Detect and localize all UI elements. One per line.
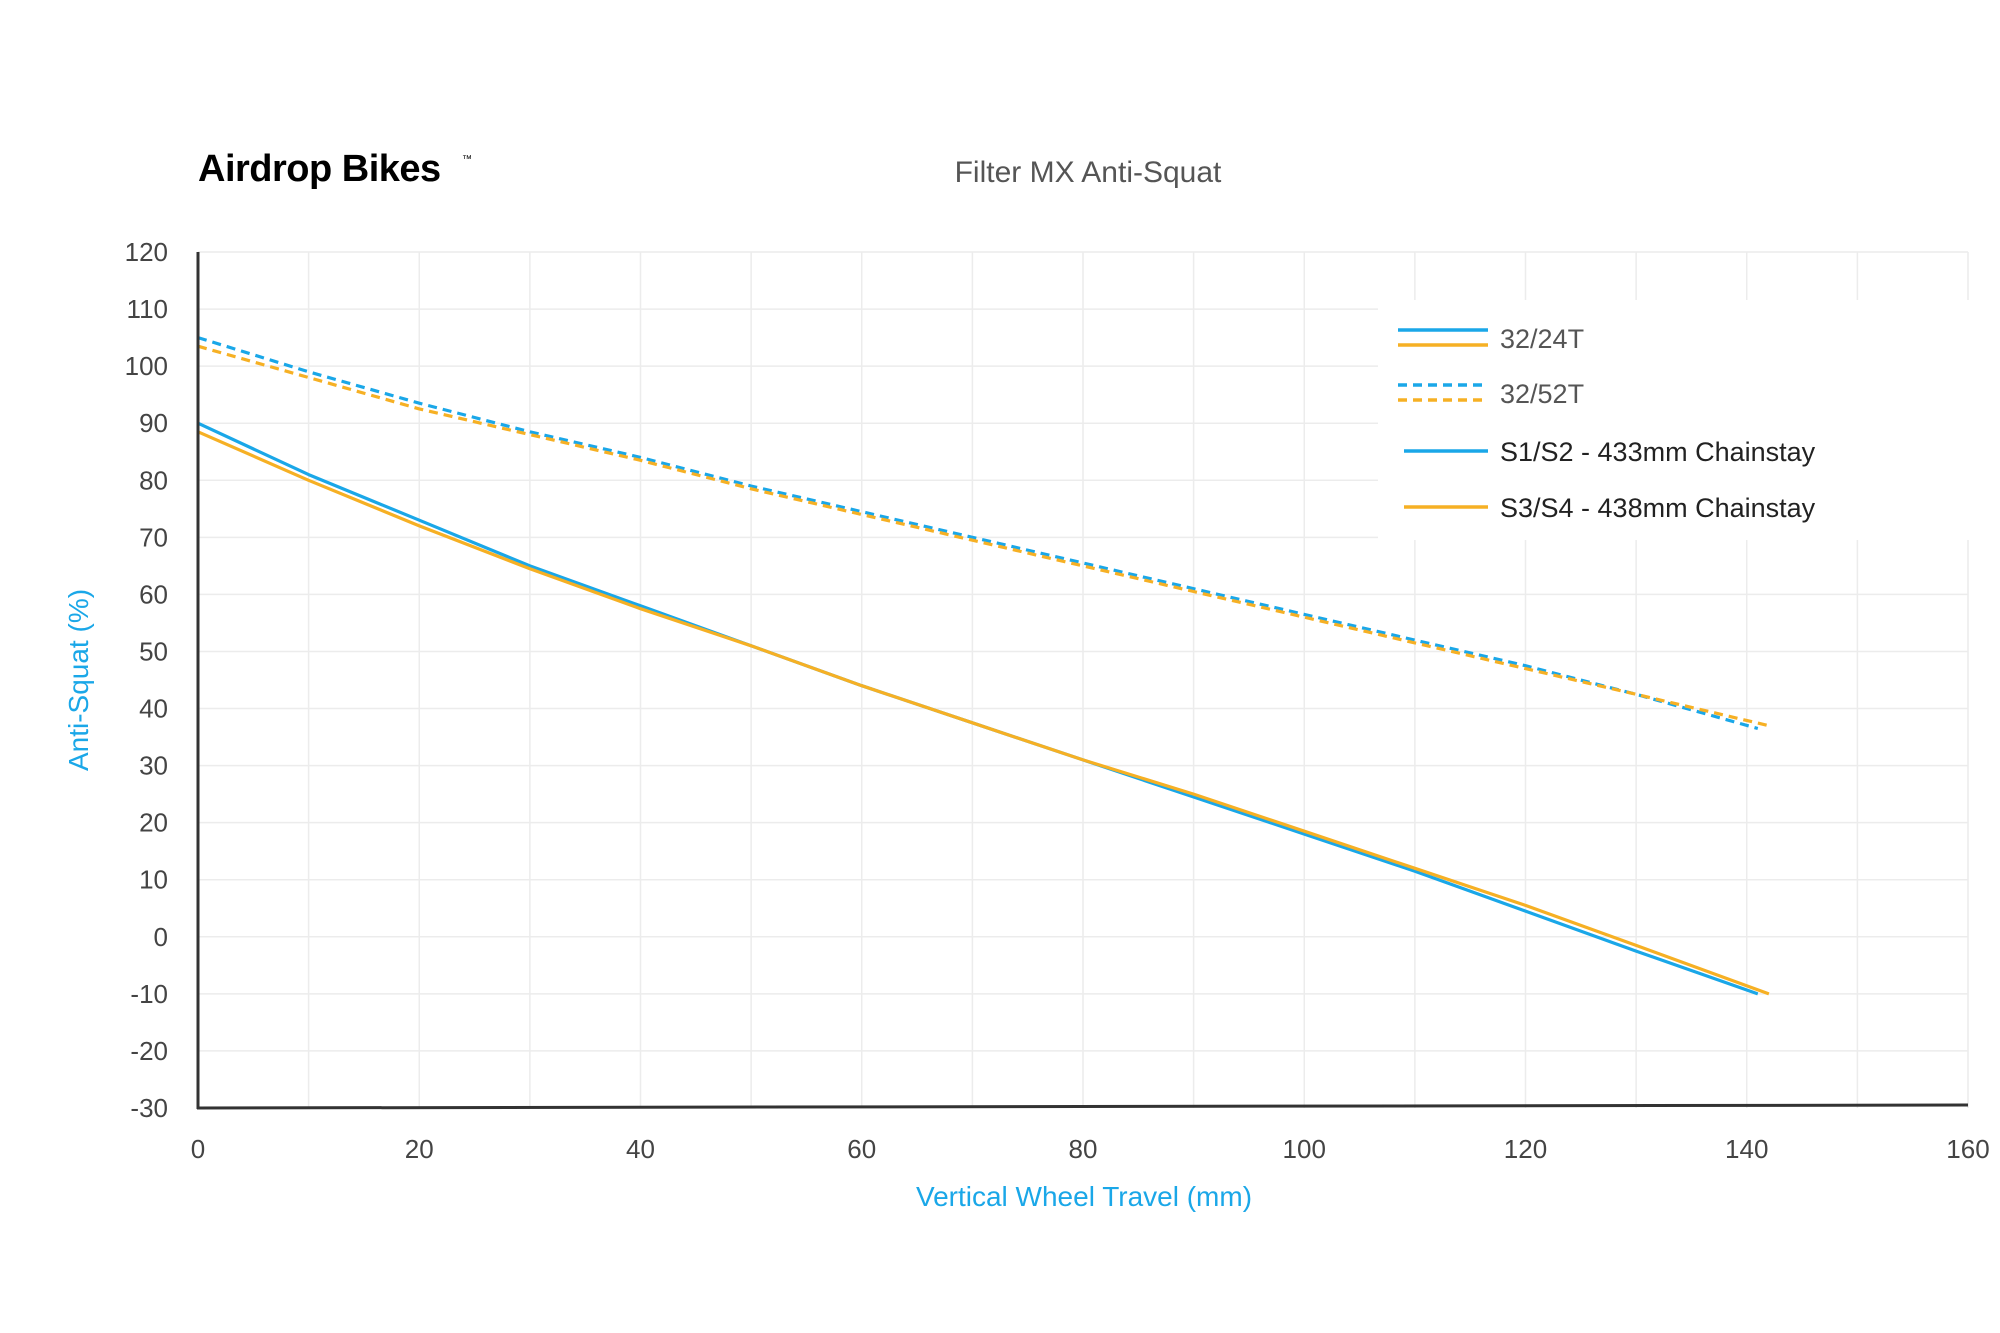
y-tick-label: 40 [139, 694, 168, 724]
axes [196, 252, 1969, 1110]
y-tick-label: 100 [125, 351, 168, 381]
y-tick-label: 0 [154, 922, 168, 952]
x-tick-label: 60 [847, 1134, 876, 1164]
brand-trademark: ™ [462, 154, 472, 165]
y-axis-label: Anti-Squat (%) [63, 589, 94, 771]
y-tick-label: -30 [130, 1093, 168, 1123]
x-tick-label: 120 [1504, 1134, 1547, 1164]
x-tick-label: 140 [1725, 1134, 1768, 1164]
series-line-32-52T-blue [197, 336, 1759, 731]
legend-label: S1/S2 - 433mm Chainstay [1500, 437, 1816, 467]
y-tick-label: 50 [139, 636, 168, 666]
x-tick-label: 0 [191, 1134, 205, 1164]
x-tick-label: 40 [626, 1134, 655, 1164]
y-tick-label: 80 [139, 465, 168, 495]
x-tick-label: 100 [1283, 1134, 1326, 1164]
y-tick-label: 30 [139, 751, 168, 781]
legend-background [1378, 300, 1978, 540]
y-tick-label: 120 [125, 237, 168, 267]
y-tick-label: 90 [139, 408, 168, 438]
y-tick-label: 10 [139, 865, 168, 895]
tick-labels: 0 20 40 60 80 100 120 140 1601201101009080706050… [125, 237, 1990, 1164]
legend-label: 32/24T [1500, 324, 1584, 354]
legend: 32/24T 32/52T S1/S2 - 433mm Chainstay S3/S4… [1378, 300, 1978, 540]
chart-title: Filter MX Anti-Squat [955, 156, 1222, 189]
y-tick-label: -20 [130, 1036, 168, 1066]
series-layer [197, 336, 1770, 996]
y-tick-label: 110 [127, 294, 168, 324]
x-tick-label: 20 [405, 1134, 434, 1164]
x-axis-label: Vertical Wheel Travel (mm) [916, 1181, 1252, 1212]
x-tick-label: 160 [1946, 1134, 1989, 1164]
y-tick-label: 20 [139, 808, 168, 838]
x-axis-line [196, 1103, 1969, 1110]
y-tick-label: 60 [139, 579, 168, 609]
legend-label: 32/52T [1500, 379, 1584, 409]
legend-label: S3/S4 - 438mm Chainstay [1500, 493, 1816, 523]
series-line-32-24T-orange [197, 430, 1770, 996]
brand-logo: Airdrop Bikes [198, 148, 441, 190]
series-line-32-52T-orange [197, 344, 1770, 728]
y-tick-label: 70 [139, 522, 168, 552]
x-tick-label: 80 [1069, 1134, 1098, 1164]
y-tick-label: -10 [130, 979, 168, 1009]
